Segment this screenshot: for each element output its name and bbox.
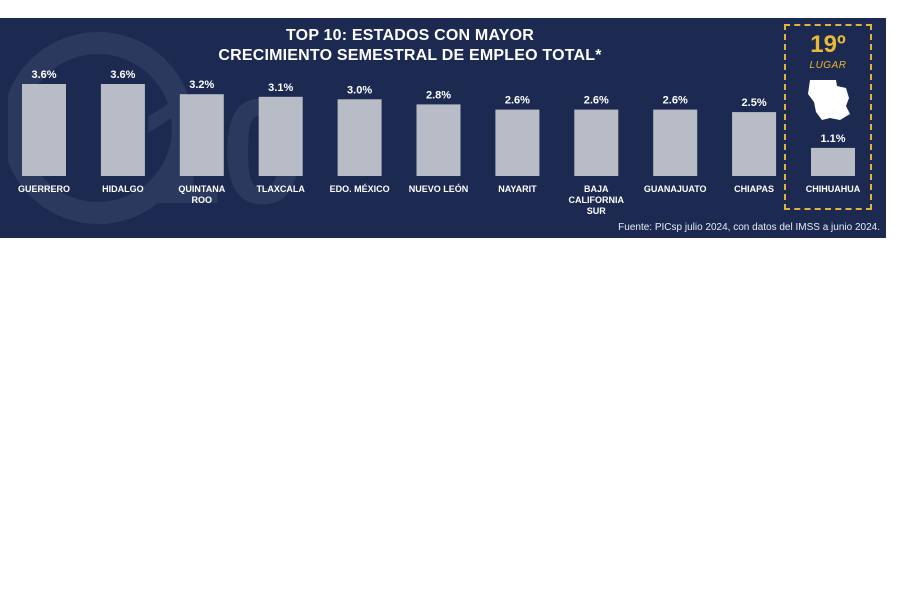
- bar: [416, 104, 461, 176]
- chihuahua-map-icon: [808, 80, 850, 120]
- bar-chart: 3.6% GUERRERO 3.6% HIDALGO 3.2% QUINTANA ROO 3.…: [18, 69, 861, 216]
- category-label: CHIAPAS: [734, 184, 774, 194]
- category-label: NUEVO LEÓN: [409, 183, 469, 194]
- bar: [337, 99, 382, 176]
- source-note: Fuente: PICsp julio 2024, con datos del …: [618, 222, 880, 233]
- bar: [574, 109, 619, 176]
- bar: [179, 94, 224, 176]
- bar: [732, 112, 777, 176]
- category-label: CHIHUAHUA: [806, 184, 861, 194]
- data-label: 2.6%: [584, 95, 609, 107]
- category-label: NAYARIT: [498, 184, 537, 194]
- bar: [495, 109, 540, 176]
- chart-title-line-2: CRECIMIENTO SEMESTRAL DE EMPLEO TOTAL*: [218, 47, 602, 64]
- category-label: BAJA CALIFORNIA SUR: [569, 184, 625, 216]
- data-label: 2.8%: [426, 89, 451, 101]
- data-label: 3.2%: [189, 79, 214, 91]
- category-label: GUERRERO: [18, 184, 70, 194]
- bar: [258, 96, 303, 176]
- bar: [22, 84, 66, 176]
- bar: [653, 109, 698, 176]
- data-label: 2.6%: [505, 95, 530, 107]
- category-label: GUANAJUATO: [644, 184, 707, 194]
- data-label: 3.1%: [268, 82, 293, 94]
- rank-number: 19º: [810, 31, 846, 58]
- data-label: 2.5%: [742, 97, 767, 109]
- data-label: 2.6%: [663, 95, 688, 107]
- data-label: 3.6%: [31, 69, 56, 81]
- category-label: QUINTANA ROO: [178, 184, 225, 205]
- data-label: 3.0%: [347, 84, 372, 96]
- chart-title: TOP 10: ESTADOS CON MAYOR CRECIMIENTO SE…: [180, 26, 640, 66]
- category-label: EDO. MÉXICO: [330, 184, 390, 194]
- category-label: HIDALGO: [102, 184, 144, 194]
- bar: [811, 147, 855, 176]
- bar: [100, 84, 145, 176]
- chart-title-line-1: TOP 10: ESTADOS CON MAYOR: [285, 27, 534, 44]
- category-label: TLAXCALA: [256, 184, 305, 194]
- data-label: 3.6%: [110, 69, 135, 81]
- highlight-box: [784, 24, 872, 210]
- data-label: 1.1%: [820, 133, 845, 145]
- chart-banner: 10 TOP 10: ESTADOS CON MAYOR CRECIMIENTO…: [0, 18, 886, 238]
- rank-label: LUGAR: [809, 60, 847, 71]
